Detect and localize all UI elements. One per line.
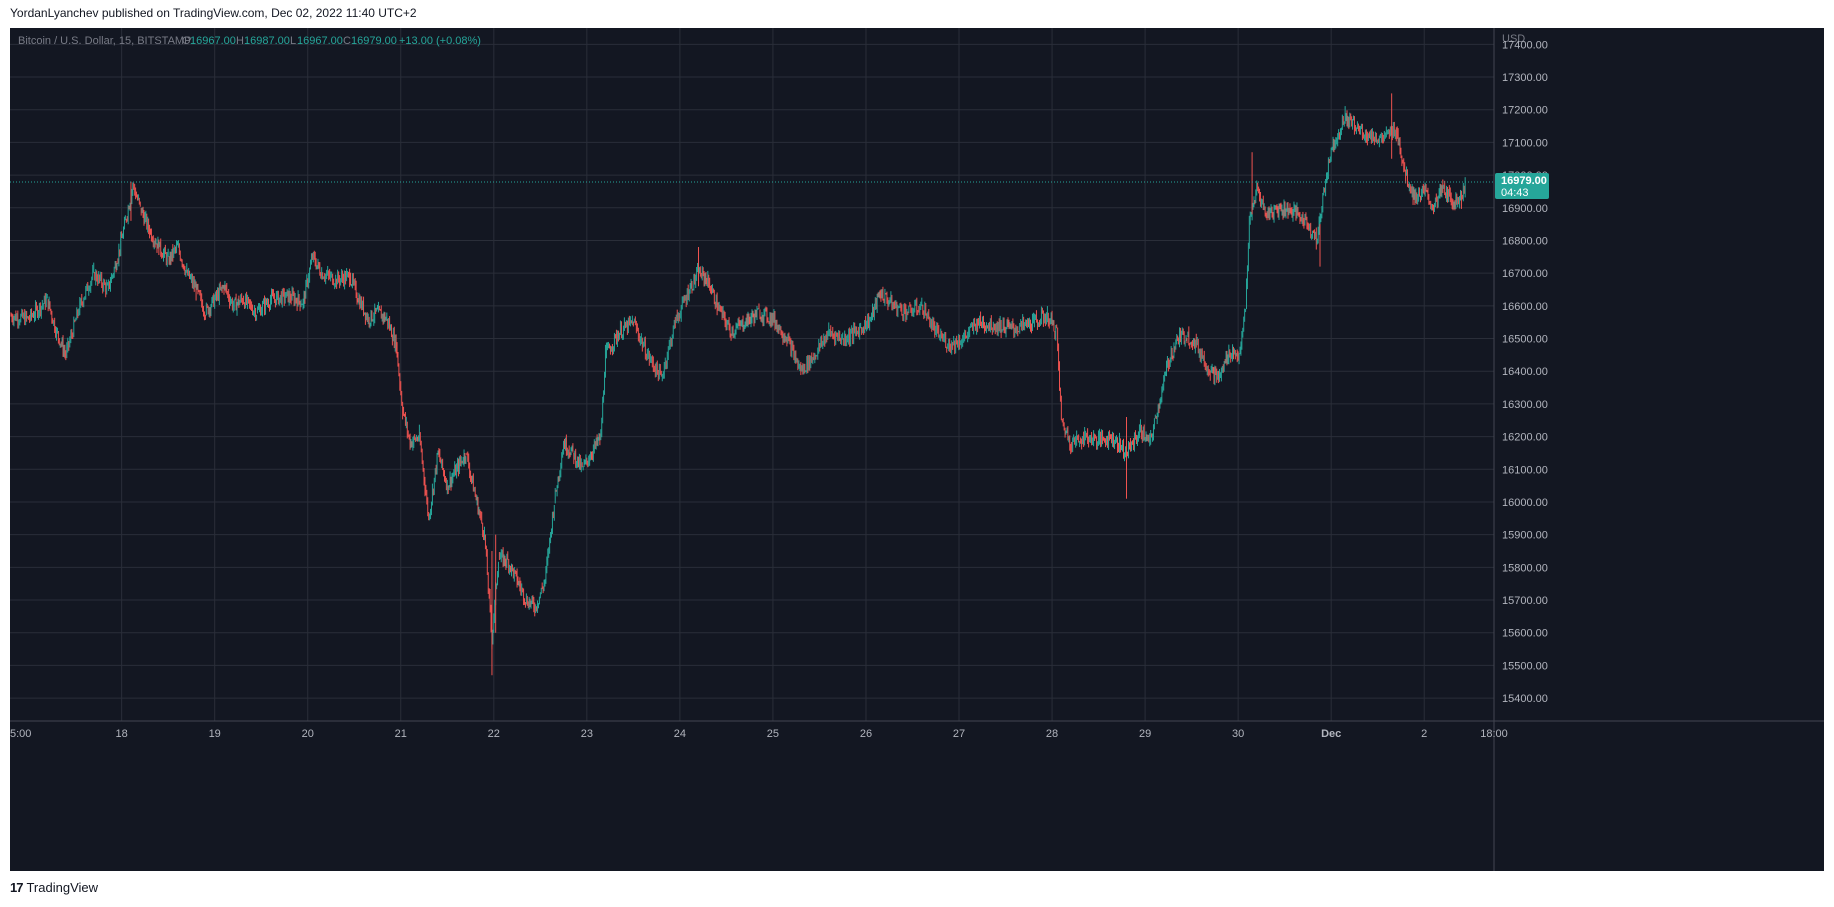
legend-open-label: O	[182, 35, 191, 47]
price-tick-label: 17400.00	[1502, 39, 1548, 51]
grid	[10, 28, 1494, 721]
tradingview-logo-icon: 17	[10, 880, 24, 895]
price-tick-label: 16400.00	[1502, 366, 1548, 378]
time-tick-label: 22	[488, 728, 500, 740]
time-axis[interactable]: 5:00 18 19 20 21 22 23 24 25 26 27 28 29 30 Dec 2 18:00	[10, 728, 1508, 740]
last-price-marker: 16979.00 04:43	[1495, 172, 1549, 199]
legend-symbol: Bitcoin / U.S. Dollar, 15, BITSTAMP	[18, 35, 191, 47]
time-tick-label: 18:00	[1480, 728, 1508, 740]
published-line: YordanLyanchev published on TradingView.…	[10, 6, 417, 20]
last-price-box	[1495, 172, 1549, 199]
price-tick-label: 16000.00	[1502, 497, 1548, 509]
price-tick-label: 16800.00	[1502, 235, 1548, 247]
price-tick-label: 15700.00	[1502, 595, 1548, 607]
legend-close-label: C	[343, 35, 351, 47]
time-tick-label: 2	[1421, 728, 1427, 740]
price-tick-label: 16600.00	[1502, 301, 1548, 313]
time-tick-label: 26	[860, 728, 872, 740]
price-tick-label: 16200.00	[1502, 432, 1548, 444]
chart-panel[interactable]: Bitcoin / U.S. Dollar, 15, BITSTAMP O 16…	[10, 28, 1824, 871]
legend-low-value: 16967.00	[297, 35, 343, 47]
time-tick-label: 5:00	[10, 728, 31, 740]
price-axis[interactable]: 17400.0017300.0017200.0017100.0017000.00…	[1502, 39, 1548, 705]
countdown-label: 04:43	[1501, 187, 1529, 199]
price-tick-label: 16300.00	[1502, 399, 1548, 411]
candles	[10, 93, 1466, 676]
price-tick-label: 15900.00	[1502, 530, 1548, 542]
legend-close-value: 16979.00	[351, 35, 397, 47]
legend-open-value: 16967.00	[190, 35, 236, 47]
price-axis-currency: USD	[1502, 33, 1525, 45]
price-tick-label: 17200.00	[1502, 105, 1548, 117]
time-tick-label: 28	[1046, 728, 1058, 740]
time-tick-label: 24	[674, 728, 686, 740]
time-tick-label: 27	[953, 728, 965, 740]
price-tick-label: 16500.00	[1502, 334, 1548, 346]
time-tick-label: 29	[1139, 728, 1151, 740]
legend-high-value: 16987.00	[244, 35, 290, 47]
legend-high-label: H	[236, 35, 244, 47]
price-tick-label: 16700.00	[1502, 268, 1548, 280]
time-tick-label: 21	[395, 728, 407, 740]
price-tick-label: 15800.00	[1502, 562, 1548, 574]
price-tick-label: 15500.00	[1502, 660, 1548, 672]
time-tick-label: Dec	[1321, 728, 1341, 740]
legend-low-label: L	[290, 35, 296, 47]
legend-change: +13.00 (+0.08%)	[399, 35, 481, 47]
footer-brand[interactable]: 17 TradingView	[10, 880, 98, 895]
price-tick-label: 16900.00	[1502, 203, 1548, 215]
time-tick-label: 25	[767, 728, 779, 740]
brand-name: TradingView	[26, 880, 99, 895]
time-tick-label: 20	[302, 728, 314, 740]
price-tick-label: 15600.00	[1502, 628, 1548, 640]
price-tick-label: 17100.00	[1502, 137, 1548, 149]
price-tick-label: 17300.00	[1502, 72, 1548, 84]
time-tick-label: 19	[209, 728, 221, 740]
price-chart[interactable]: Bitcoin / U.S. Dollar, 15, BITSTAMP O 16…	[10, 28, 1824, 871]
price-tick-label: 15400.00	[1502, 693, 1548, 705]
time-tick-label: 30	[1232, 728, 1244, 740]
time-tick-label: 18	[116, 728, 128, 740]
last-price-label: 16979.00	[1501, 175, 1547, 187]
time-tick-label: 23	[581, 728, 593, 740]
price-tick-label: 16100.00	[1502, 464, 1548, 476]
